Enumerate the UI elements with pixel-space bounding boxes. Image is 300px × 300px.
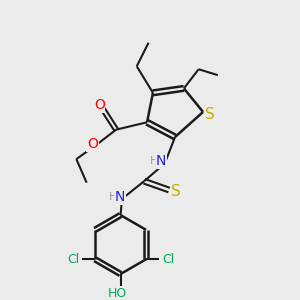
Text: Cl: Cl xyxy=(67,253,79,266)
Text: O: O xyxy=(94,98,105,112)
Text: HO: HO xyxy=(108,287,127,300)
Text: Cl: Cl xyxy=(162,253,174,266)
Text: S: S xyxy=(171,184,181,199)
Text: H: H xyxy=(109,192,117,203)
Text: H: H xyxy=(150,156,159,166)
Text: S: S xyxy=(205,107,214,122)
Text: N: N xyxy=(115,190,125,204)
Text: O: O xyxy=(87,137,98,152)
Text: N: N xyxy=(156,154,166,168)
